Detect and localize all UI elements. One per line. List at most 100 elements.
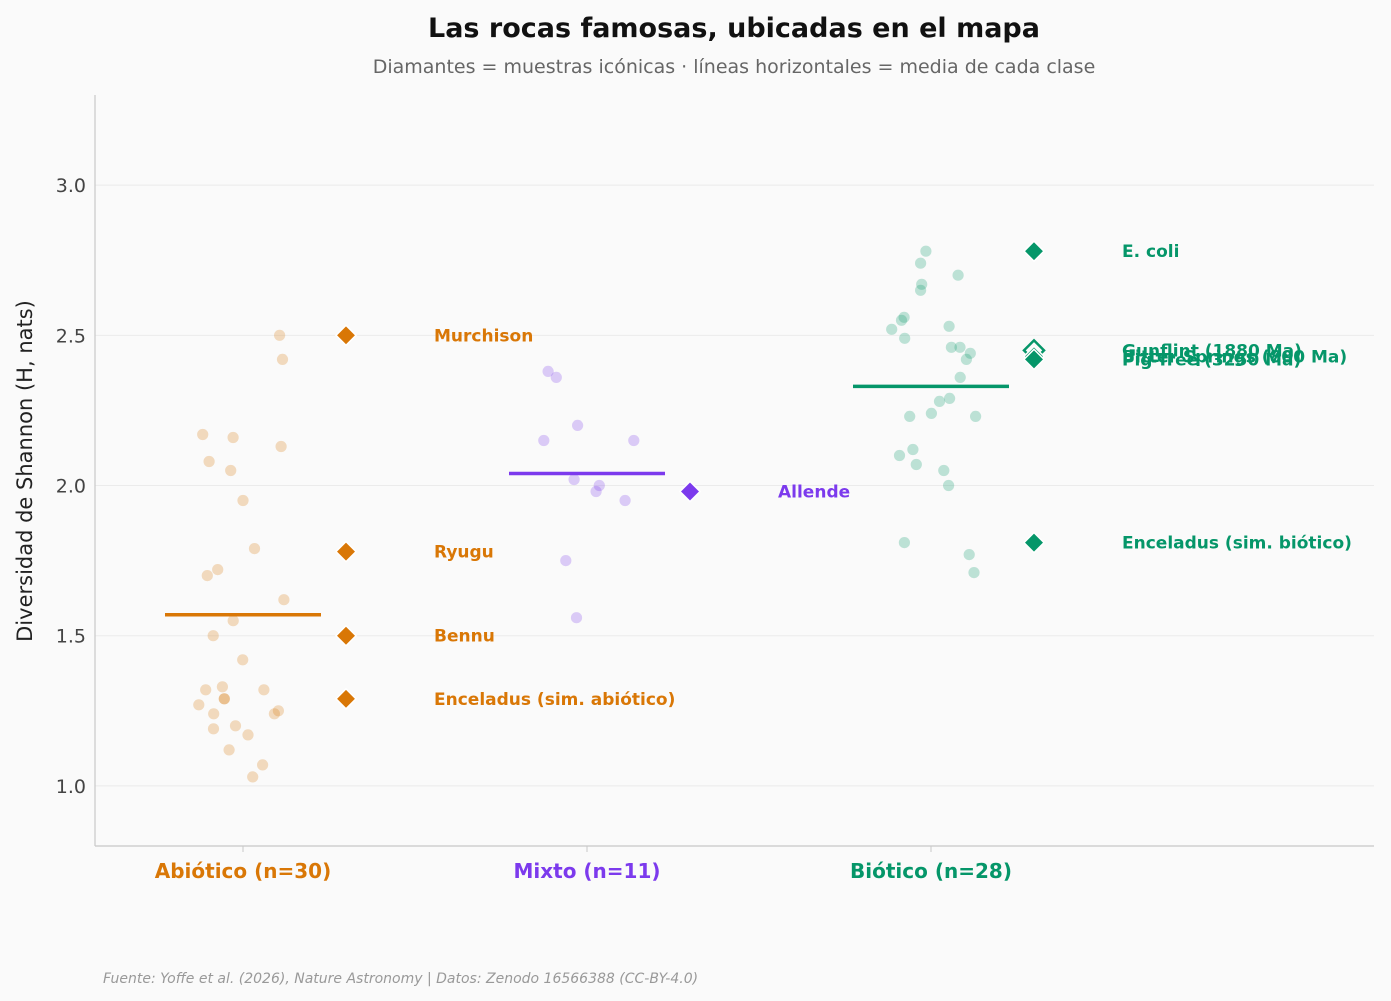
data-point: [272, 705, 284, 717]
y-tick-label: 1.5: [56, 626, 86, 648]
iconic-sample-label: Enceladus (sim. biótico): [1122, 534, 1352, 554]
data-point: [216, 681, 228, 693]
data-point: [201, 570, 213, 582]
data-point: [542, 365, 554, 377]
data-point: [968, 567, 980, 579]
data-point: [568, 473, 580, 486]
y-tick-label: 3.0: [56, 175, 86, 197]
data-point: [886, 323, 898, 335]
data-points: [193, 245, 982, 783]
data-point: [899, 332, 911, 344]
data-point: [915, 257, 927, 269]
iconic-sample-diamond: [334, 540, 358, 563]
data-point: [925, 407, 938, 419]
data-point: [207, 630, 219, 642]
data-point: [229, 720, 242, 732]
source-note: Fuente: Yoffe et al. (2026), Nature Astr…: [103, 971, 698, 987]
data-point: [916, 278, 928, 290]
iconic-sample-label: Enceladus (sim. abiótico): [434, 690, 675, 710]
data-point: [933, 395, 946, 407]
data-point: [268, 708, 280, 720]
data-point: [570, 612, 583, 624]
iconic-sample-label: Murchison: [434, 326, 533, 346]
chart-title: Las rocas famosas, ubicadas en el mapa: [428, 13, 1040, 44]
x-category-label: Abiótico (n=30): [155, 859, 331, 883]
data-point: [248, 543, 261, 555]
x-category-label: Mixto (n=11): [513, 859, 660, 883]
data-point: [893, 449, 906, 462]
data-point: [197, 428, 209, 441]
data-point: [550, 371, 562, 383]
data-point: [538, 434, 550, 447]
data-point: [227, 431, 239, 444]
data-point: [619, 494, 631, 507]
y-ticks: 1.0 1.5 2.0 2.5 3.0: [56, 175, 86, 798]
iconic-sample-markers: Murchison Ryugu Bennu Enceladus (sim. abiót…: [334, 240, 1352, 710]
data-point: [590, 485, 602, 498]
data-point: [898, 311, 910, 323]
x-category-label: Biótico (n=28): [850, 859, 1012, 883]
iconic-sample-diamond: [1022, 240, 1046, 263]
data-point: [895, 314, 908, 326]
data-point: [945, 341, 958, 353]
data-point: [964, 347, 976, 359]
data-point: [257, 759, 269, 771]
data-point: [915, 284, 927, 296]
chart-subtitle: Diamantes = muestras icónicas · líneas h…: [373, 56, 1096, 78]
iconic-sample-label: E. coli: [1122, 242, 1179, 262]
iconic-sample-label: Bennu: [434, 627, 495, 647]
axes: [94, 95, 1374, 847]
data-point: [225, 464, 237, 477]
iconic-sample-diamond: [334, 324, 358, 347]
data-point: [278, 594, 290, 606]
data-point: [593, 479, 605, 492]
data-point: [275, 440, 287, 453]
iconic-sample-label: Bitter Springs (800 Ma): [1122, 347, 1347, 367]
data-point: [944, 392, 956, 404]
y-axis-label: Diversidad de Shannon (H, nats): [13, 300, 37, 642]
data-point: [970, 410, 982, 422]
mean-lines: [165, 384, 1009, 617]
iconic-sample-label: Ryugu: [434, 543, 494, 563]
data-point: [954, 341, 966, 353]
data-point: [218, 693, 230, 705]
iconic-sample-diamond: [1022, 348, 1046, 371]
iconic-sample-label: Pig-Tree (3250 Ma): [1122, 350, 1301, 370]
data-point: [247, 771, 259, 783]
iconic-sample-diamond: [678, 480, 702, 503]
data-point: [904, 410, 916, 422]
data-point: [938, 464, 950, 477]
iconic-sample-diamond: [1022, 531, 1046, 554]
data-point: [218, 693, 230, 705]
data-point: [237, 494, 249, 507]
data-point: [560, 555, 572, 567]
data-point: [898, 537, 911, 549]
y-tick-label: 1.0: [56, 776, 86, 798]
y-tick-label: 2.0: [56, 476, 86, 498]
data-point: [212, 564, 224, 576]
data-point: [208, 708, 220, 720]
iconic-sample-label: Gunflint (1880 Ma): [1122, 341, 1302, 361]
data-point: [223, 744, 235, 756]
y-tick-label: 2.5: [56, 325, 86, 347]
grid-lines: [95, 184, 1374, 787]
data-point: [960, 353, 973, 365]
data-point: [954, 371, 966, 383]
data-point: [628, 434, 640, 447]
data-point: [910, 458, 922, 471]
data-point: [258, 684, 270, 696]
data-point: [193, 699, 205, 711]
data-point: [200, 684, 212, 696]
data-point: [907, 443, 919, 456]
data-point: [237, 654, 249, 666]
x-category-labels: Abiótico (n=30) Mixto (n=11) Biótico (n=28…: [155, 846, 1012, 883]
data-point: [203, 455, 215, 468]
data-point: [952, 269, 964, 281]
data-point: [242, 729, 254, 741]
data-point: [276, 353, 289, 365]
iconic-sample-diamond: [334, 624, 358, 647]
data-point: [943, 320, 955, 332]
data-point: [227, 615, 239, 627]
data-point: [963, 549, 975, 561]
